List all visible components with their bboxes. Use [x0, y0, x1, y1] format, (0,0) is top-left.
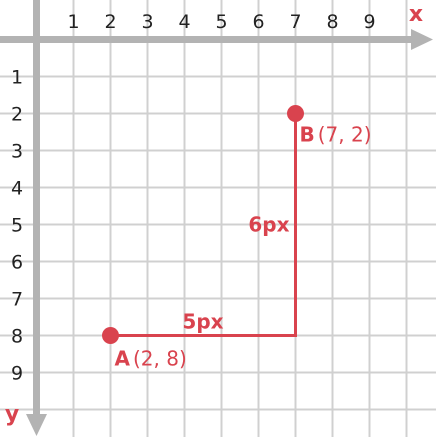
- x-tick-label: 1: [67, 11, 79, 33]
- point-b-marker: [287, 105, 304, 122]
- vertical-segment-label: 6px: [248, 213, 289, 237]
- y-tick-label: 3: [11, 141, 23, 163]
- x-tick-label: 3: [141, 11, 153, 33]
- point-a-marker: [102, 327, 119, 344]
- horizontal-segment-label: 5px: [182, 310, 223, 334]
- y-axis-label: y: [5, 402, 19, 427]
- x-axis-label: x: [409, 2, 423, 27]
- y-axis-arrow-icon: [26, 414, 47, 436]
- point-a-letter: A: [115, 347, 131, 371]
- x-axis-arrow-icon: [411, 29, 433, 50]
- point-a-coords: (2, 8): [133, 347, 187, 371]
- y-tick-label: 1: [11, 67, 23, 89]
- x-tick-label: 2: [104, 11, 116, 33]
- x-tick-label: 6: [252, 11, 264, 33]
- y-axis-line: [33, 0, 40, 415]
- x-tick-label: 8: [326, 11, 338, 33]
- point-b-letter: B: [300, 123, 315, 147]
- x-axis-line: [0, 36, 412, 43]
- x-tick-labels: 1 2 3 4 5 6 7 8 9: [67, 11, 375, 33]
- x-axis: [0, 29, 433, 50]
- x-tick-label: 7: [289, 11, 301, 33]
- y-tick-label: 7: [11, 289, 23, 311]
- y-tick-label: 2: [11, 104, 23, 126]
- y-tick-label: 5: [11, 215, 23, 237]
- x-tick-label: 5: [215, 11, 227, 33]
- y-tick-label: 4: [11, 178, 23, 200]
- point-b-coords: (7, 2): [318, 123, 372, 147]
- y-tick-label: 6: [11, 252, 23, 274]
- y-axis: [26, 0, 47, 436]
- x-tick-label: 4: [178, 11, 190, 33]
- point-a-label: A (2, 8): [115, 347, 187, 371]
- y-tick-label: 8: [11, 326, 23, 348]
- y-tick-labels: 1 2 3 4 5 6 7 8 9: [11, 67, 23, 385]
- x-tick-label: 9: [363, 11, 375, 33]
- point-b-label: B (7, 2): [300, 123, 372, 147]
- y-tick-label: 9: [11, 363, 23, 385]
